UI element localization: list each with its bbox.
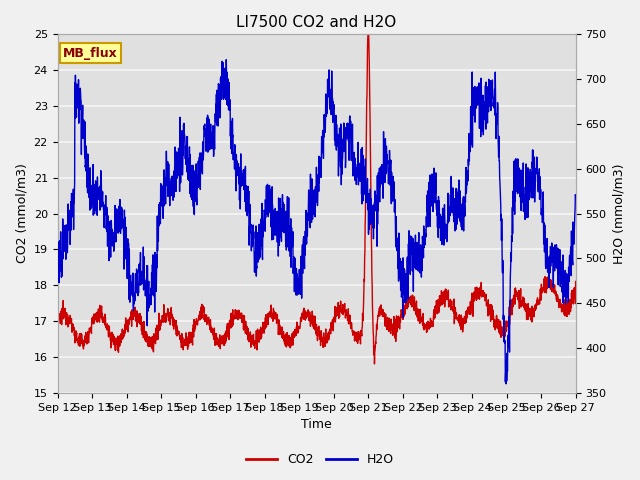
Legend: CO2, H2O: CO2, H2O <box>241 448 399 471</box>
X-axis label: Time: Time <box>301 419 332 432</box>
Title: LI7500 CO2 and H2O: LI7500 CO2 and H2O <box>236 15 397 30</box>
Y-axis label: CO2 (mmol/m3): CO2 (mmol/m3) <box>15 164 28 264</box>
Text: MB_flux: MB_flux <box>63 47 118 60</box>
Y-axis label: H2O (mmol/m3): H2O (mmol/m3) <box>612 163 625 264</box>
